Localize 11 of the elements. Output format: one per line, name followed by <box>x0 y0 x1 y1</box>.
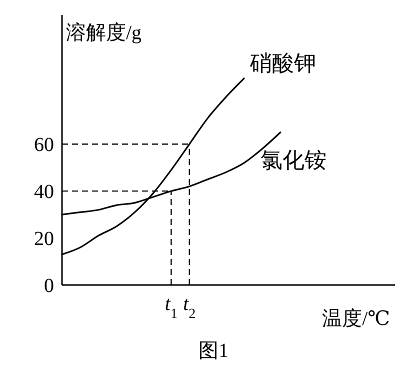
y-tick-label: 0 <box>44 275 54 297</box>
y-axis-title: 溶解度/g <box>66 22 142 44</box>
x-axis-title: 温度/℃ <box>322 308 390 330</box>
caption: 图1 <box>198 340 228 362</box>
series-label: 氯化铵 <box>260 147 326 172</box>
x-tick-label: t$_{1}$ <box>164 293 178 322</box>
x-tick-label: t$_{2}$ <box>183 293 196 322</box>
series-label: 硝酸钾 <box>249 50 316 76</box>
y-tick-label: 40 <box>34 181 54 204</box>
y-tick-label: 60 <box>34 134 54 156</box>
y-tick-label: 20 <box>34 228 54 250</box>
